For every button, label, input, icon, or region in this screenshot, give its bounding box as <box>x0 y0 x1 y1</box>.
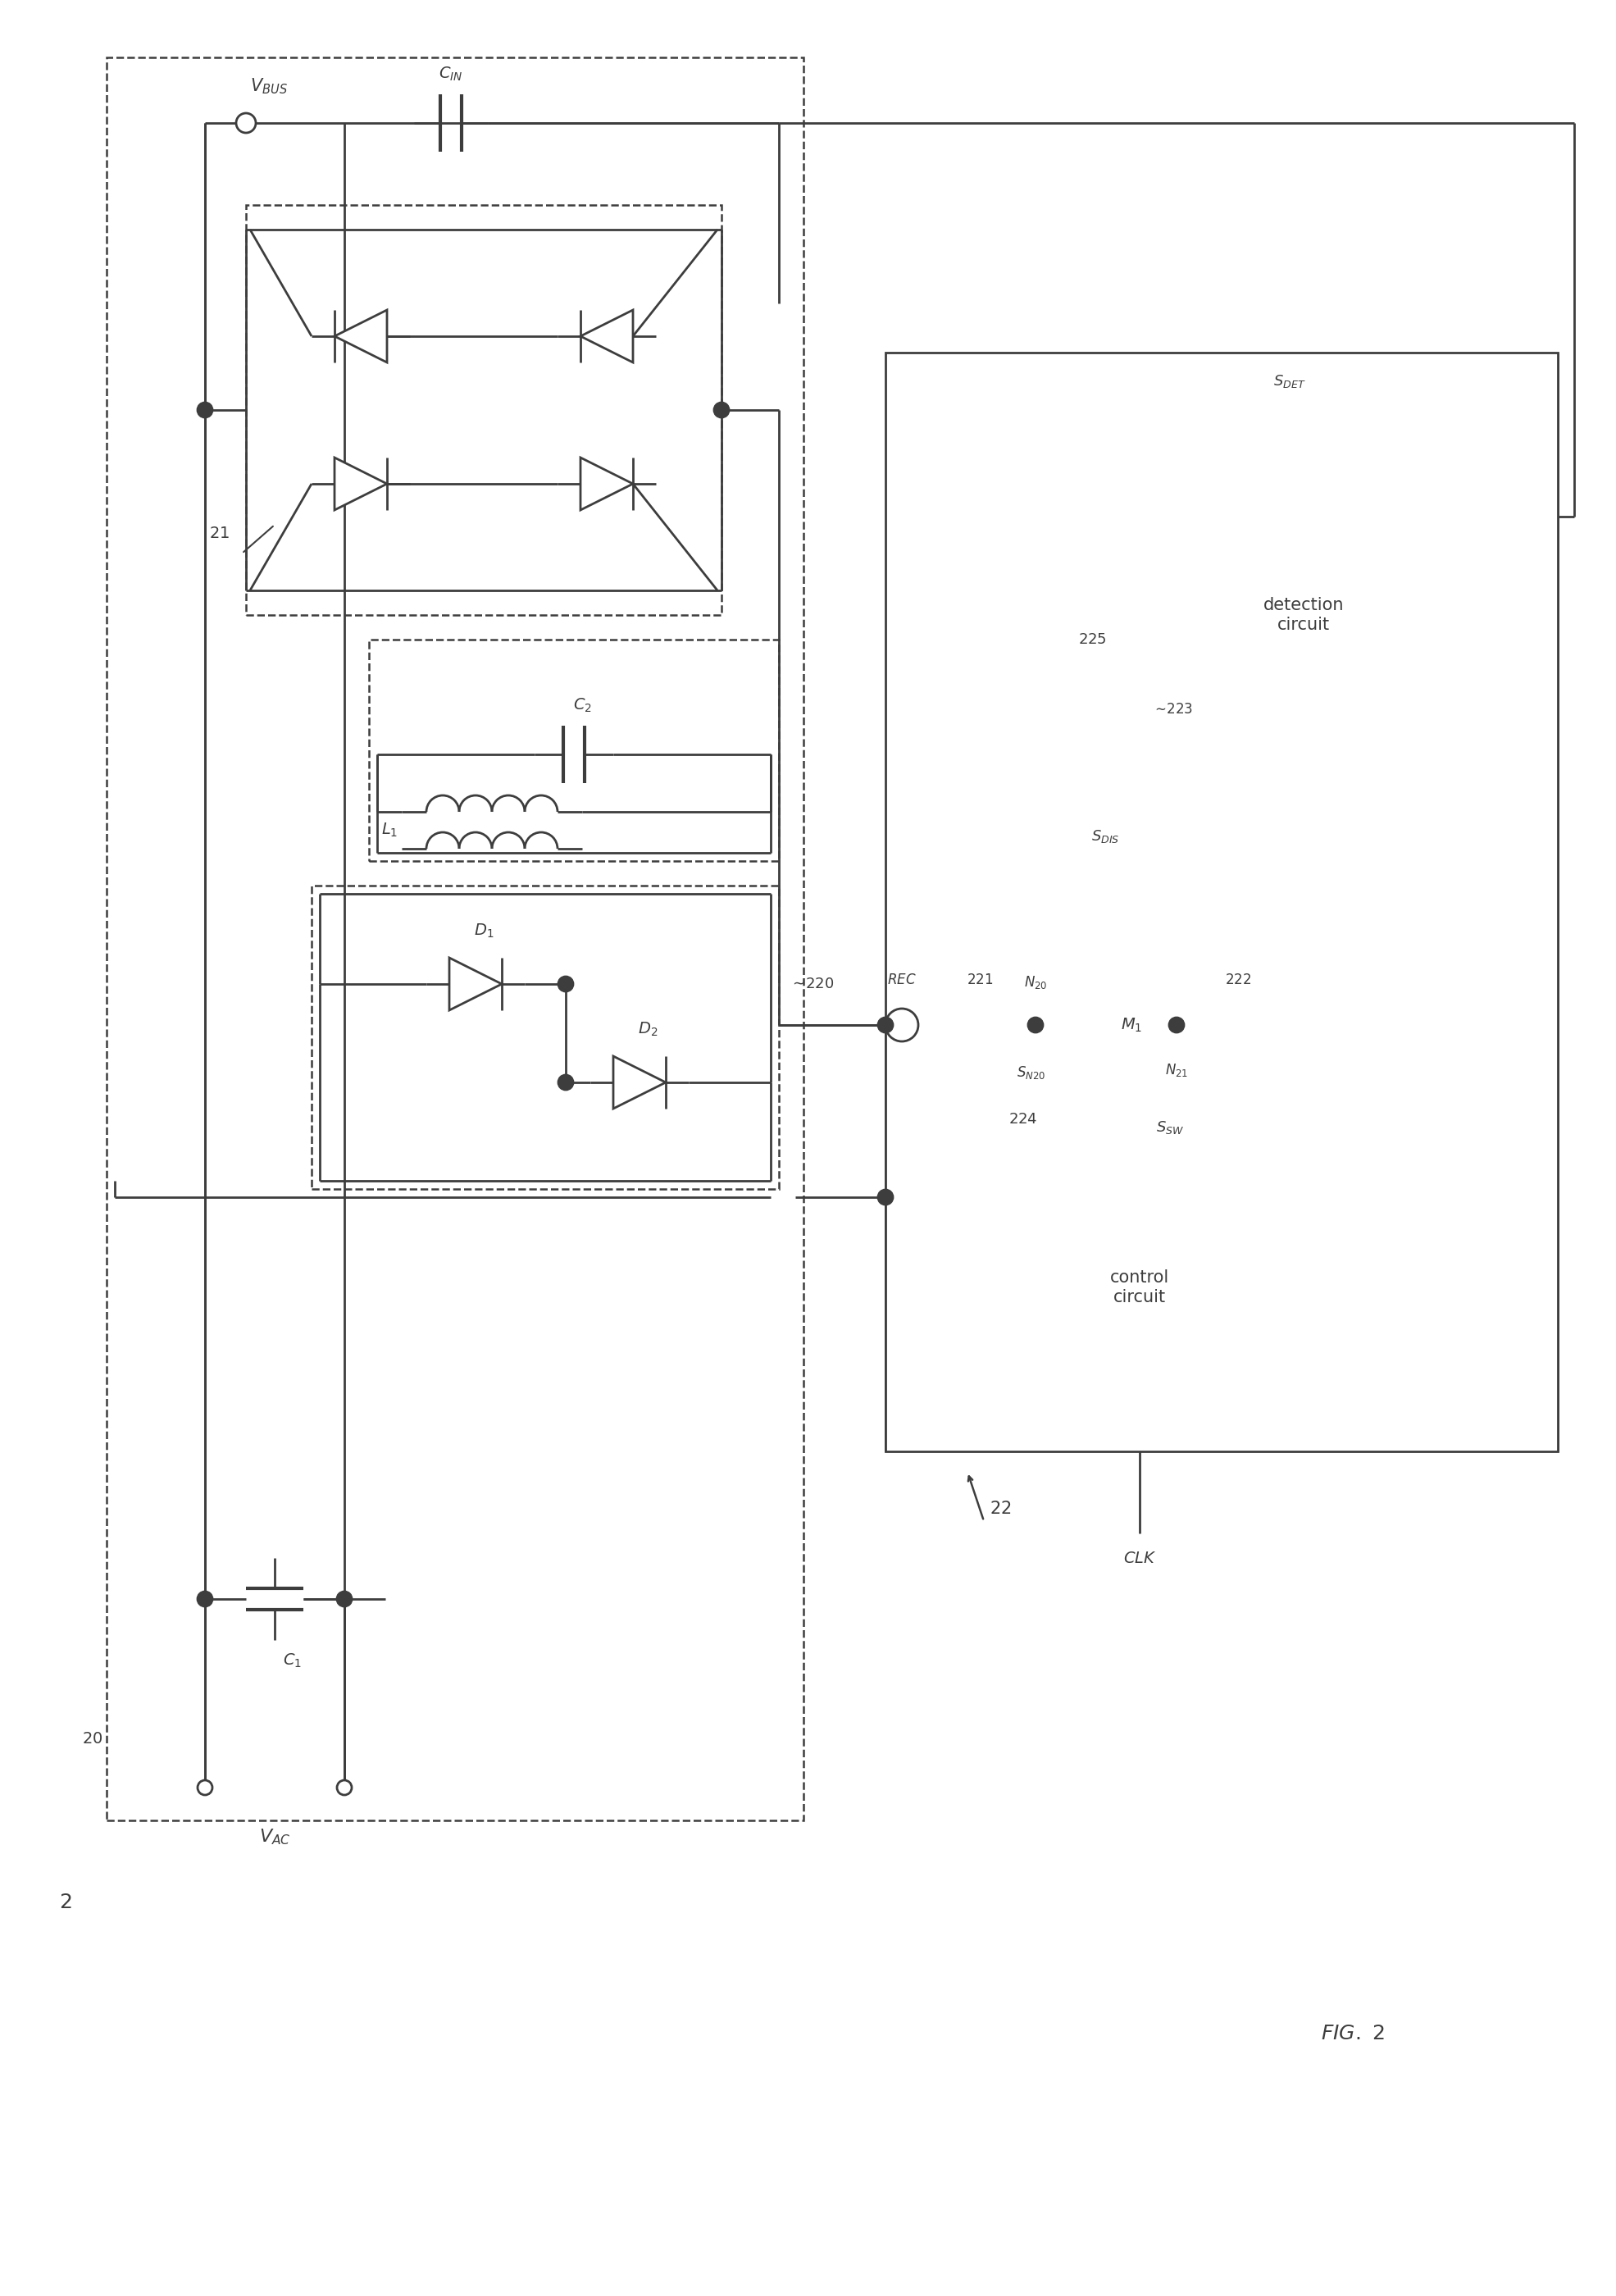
Text: $C_1$: $C_1$ <box>283 1651 302 1669</box>
Circle shape <box>338 1591 352 1607</box>
Text: detection
circuit: detection circuit <box>1264 597 1345 634</box>
Text: $M_1$: $M_1$ <box>1122 1017 1143 1033</box>
Text: $225$: $225$ <box>1078 631 1107 647</box>
Circle shape <box>714 402 729 418</box>
Circle shape <box>338 1779 352 1795</box>
Bar <box>968 1164 1312 1410</box>
Text: $20$: $20$ <box>82 1731 102 1747</box>
Text: $D_1$: $D_1$ <box>473 923 494 939</box>
Text: $FIG.\ 2$: $FIG.\ 2$ <box>1320 2023 1385 2043</box>
Bar <box>368 641 779 861</box>
Text: $CLK$: $CLK$ <box>1123 1550 1157 1566</box>
Text: $2$: $2$ <box>60 1892 73 1913</box>
Polygon shape <box>580 310 633 363</box>
Bar <box>246 204 721 615</box>
Bar <box>886 354 1558 1451</box>
Text: $REC$: $REC$ <box>887 974 916 987</box>
Circle shape <box>877 1017 894 1033</box>
Text: control
circuit: control circuit <box>1110 1270 1170 1304</box>
Bar <box>107 57 803 1821</box>
Text: $\sim\!223$: $\sim\!223$ <box>1152 703 1193 716</box>
Text: $S_{SW}$: $S_{SW}$ <box>1155 1120 1185 1137</box>
Bar <box>1086 960 1176 1091</box>
Circle shape <box>886 1008 918 1042</box>
Circle shape <box>559 976 574 992</box>
Circle shape <box>1028 1017 1042 1033</box>
Text: $22$: $22$ <box>989 1502 1012 1518</box>
Circle shape <box>559 1075 574 1091</box>
Polygon shape <box>335 310 386 363</box>
Polygon shape <box>614 1056 666 1109</box>
Text: $S_{DET}$: $S_{DET}$ <box>1273 372 1306 390</box>
Text: $N_{20}$: $N_{20}$ <box>1025 974 1047 990</box>
Text: $S_{DIS}$: $S_{DIS}$ <box>1091 829 1120 845</box>
Text: $\sim\!220$: $\sim\!220$ <box>790 976 834 992</box>
Text: $V_{AC}$: $V_{AC}$ <box>259 1828 291 1846</box>
Text: $L_1$: $L_1$ <box>381 822 398 838</box>
Text: $S_{N20}$: $S_{N20}$ <box>1016 1065 1046 1081</box>
Text: $C_2$: $C_2$ <box>572 696 591 714</box>
Circle shape <box>197 1591 212 1607</box>
Text: $224$: $224$ <box>1008 1111 1037 1127</box>
Circle shape <box>197 1779 212 1795</box>
Circle shape <box>197 402 212 418</box>
Polygon shape <box>580 457 633 510</box>
Text: $C_{IN}$: $C_{IN}$ <box>440 64 464 83</box>
Text: $N_{21}$: $N_{21}$ <box>1165 1061 1188 1079</box>
Text: $V_{BUS}$: $V_{BUS}$ <box>250 76 288 96</box>
Circle shape <box>236 113 255 133</box>
Text: $222$: $222$ <box>1225 974 1251 987</box>
Polygon shape <box>449 957 503 1010</box>
Text: $D_2$: $D_2$ <box>638 1019 658 1038</box>
Bar <box>312 886 779 1189</box>
Bar <box>1131 491 1475 737</box>
Polygon shape <box>335 457 386 510</box>
Circle shape <box>1168 1017 1185 1033</box>
Circle shape <box>877 1189 894 1205</box>
Text: $221$: $221$ <box>966 974 992 987</box>
Text: $21$: $21$ <box>208 526 229 542</box>
